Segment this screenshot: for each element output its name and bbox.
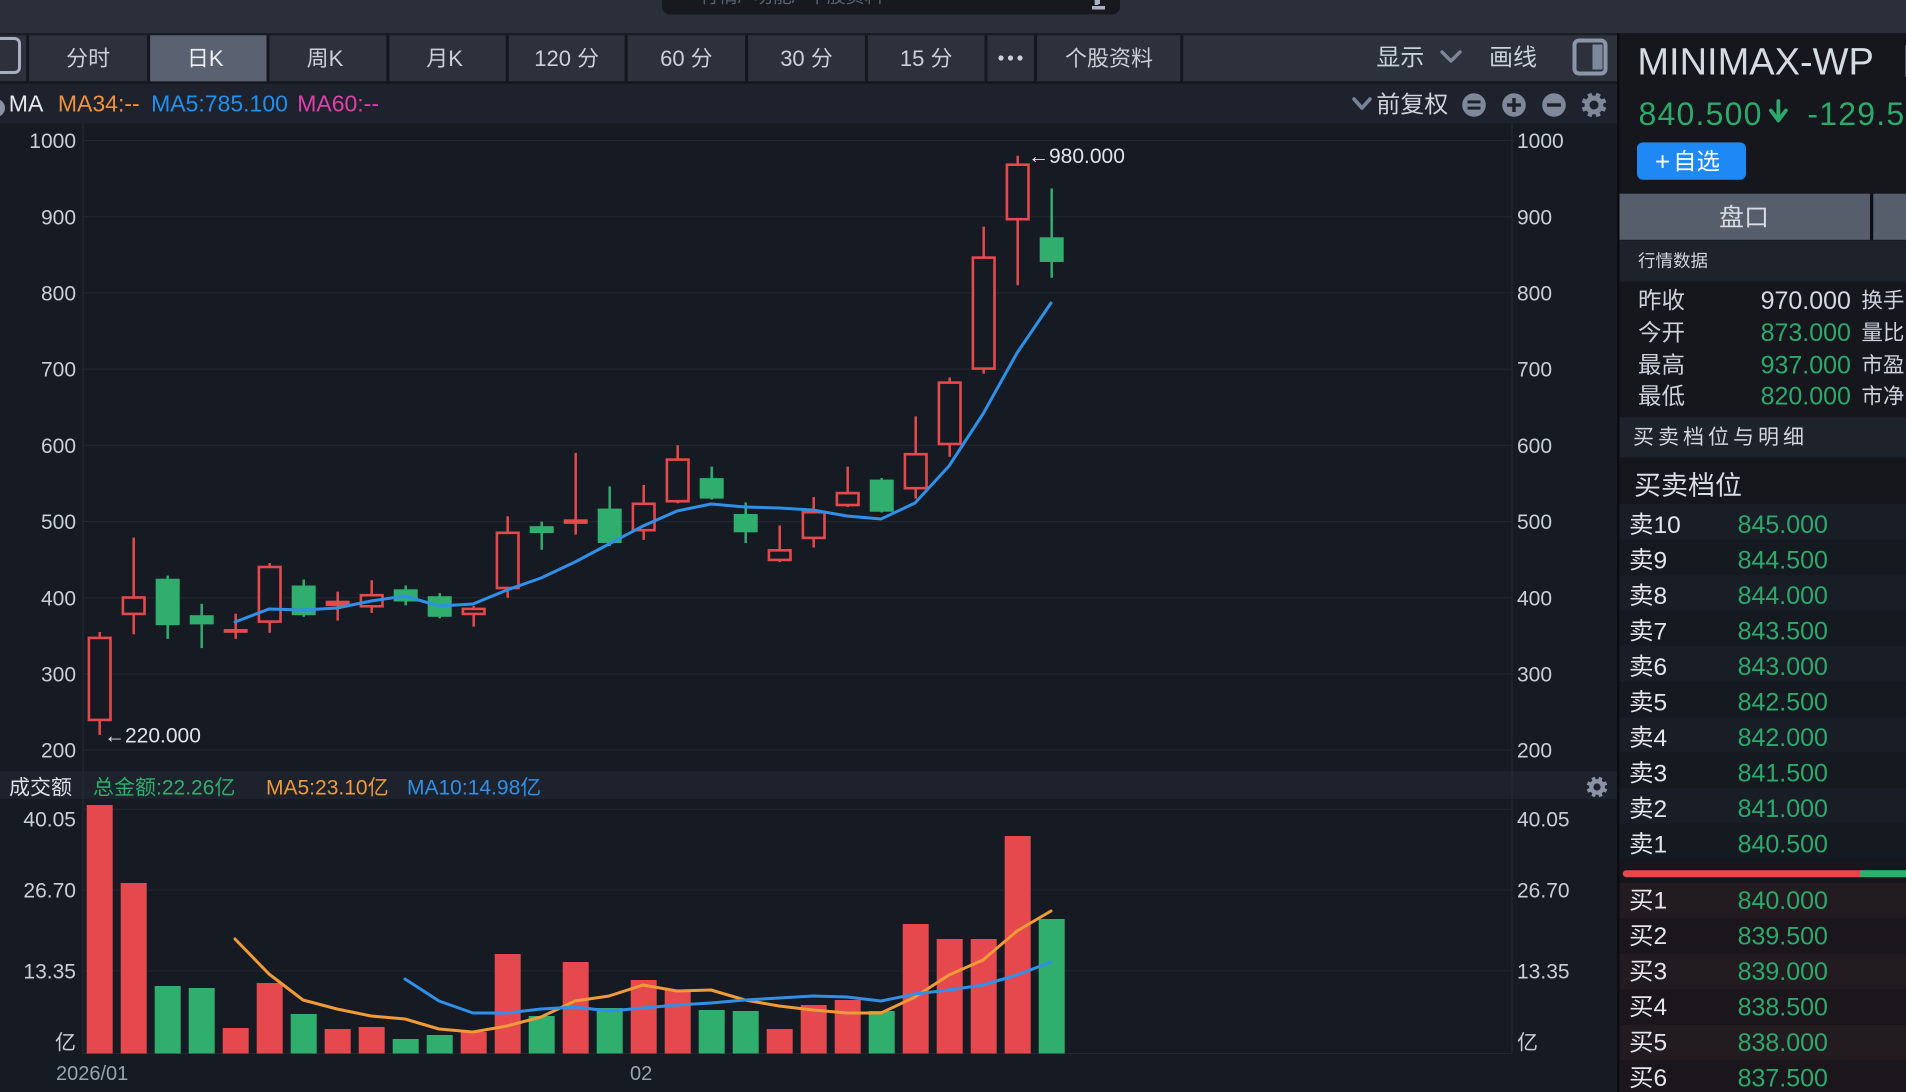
- svg-text:/: /: [738, 0, 744, 8]
- svg-text:4: 4: [1654, 725, 1668, 752]
- svg-text:500: 500: [1517, 511, 1552, 534]
- svg-text:120: 120: [534, 46, 571, 71]
- svg-text:838.500: 838.500: [1738, 993, 1828, 1021]
- svg-text:2: 2: [1654, 923, 1668, 950]
- svg-text:937.000: 937.000: [1761, 352, 1851, 380]
- svg-text:-129.500: -129.500: [1807, 96, 1906, 132]
- svg-text:840.000: 840.000: [1738, 887, 1828, 915]
- svg-text:60: 60: [660, 46, 684, 71]
- svg-text:873.000: 873.000: [1761, 319, 1851, 347]
- svg-text:844.500: 844.500: [1738, 547, 1828, 575]
- svg-text:K: K: [448, 46, 463, 71]
- svg-text:838.000: 838.000: [1738, 1029, 1828, 1057]
- svg-text:13.35: 13.35: [1517, 961, 1570, 984]
- svg-text:02: 02: [630, 1063, 652, 1085]
- svg-text:26.70: 26.70: [23, 880, 76, 903]
- svg-text:843.000: 843.000: [1738, 653, 1828, 681]
- svg-text:841.500: 841.500: [1738, 760, 1828, 788]
- svg-text:839.500: 839.500: [1738, 922, 1828, 950]
- svg-text:2026/01: 2026/01: [56, 1063, 128, 1085]
- svg-text:8: 8: [1654, 583, 1668, 610]
- svg-text:MA34:--: MA34:--: [58, 90, 140, 116]
- svg-text:1: 1: [1654, 832, 1668, 859]
- svg-text:842.000: 842.000: [1738, 724, 1828, 752]
- svg-text:700: 700: [1517, 359, 1552, 382]
- svg-text:2: 2: [1654, 796, 1668, 823]
- svg-text:820.000: 820.000: [1761, 383, 1851, 411]
- svg-text:700: 700: [41, 359, 76, 382]
- svg-text:842.500: 842.500: [1738, 689, 1828, 717]
- svg-text:800: 800: [41, 283, 76, 306]
- svg-text:/: /: [792, 0, 798, 8]
- svg-text:K: K: [209, 46, 224, 71]
- svg-text:26.70: 26.70: [1517, 880, 1570, 903]
- svg-text:40.05: 40.05: [1517, 809, 1570, 832]
- svg-text:1: 1: [1654, 888, 1668, 915]
- svg-text:6: 6: [1654, 654, 1668, 681]
- svg-text:MINIMAX-WP: MINIMAX-WP: [1637, 41, 1873, 83]
- svg-text:300: 300: [41, 664, 76, 687]
- svg-text:10: 10: [1654, 512, 1681, 539]
- svg-text:840.500: 840.500: [1639, 96, 1763, 132]
- svg-text:3: 3: [1654, 761, 1668, 788]
- svg-text:1000: 1000: [1517, 130, 1564, 153]
- svg-text:1000: 1000: [29, 130, 76, 153]
- svg-text:40.05: 40.05: [23, 809, 76, 832]
- svg-text:844.000: 844.000: [1738, 582, 1828, 610]
- svg-text:MA: MA: [9, 90, 44, 116]
- svg-text:970.000: 970.000: [1761, 287, 1851, 315]
- svg-text:4: 4: [1654, 994, 1668, 1021]
- svg-text:←980.000: ←980.000: [1028, 145, 1125, 168]
- svg-text:MA60:--: MA60:--: [297, 90, 379, 116]
- svg-text:K: K: [329, 46, 344, 71]
- svg-text:MA10:14.98: MA10:14.98: [407, 777, 520, 800]
- svg-text::22.26: :22.26: [156, 777, 214, 800]
- svg-text:841.000: 841.000: [1738, 795, 1828, 823]
- svg-text:MA5:785.100: MA5:785.100: [151, 90, 288, 116]
- svg-text:200: 200: [41, 740, 76, 763]
- svg-text:600: 600: [41, 435, 76, 458]
- svg-text:13.35: 13.35: [23, 961, 76, 984]
- svg-text:200: 200: [1517, 740, 1552, 763]
- svg-text:MA5:23.10: MA5:23.10: [266, 777, 368, 800]
- svg-text:5: 5: [1654, 1030, 1668, 1057]
- svg-text:5: 5: [1654, 690, 1668, 717]
- svg-text:30: 30: [780, 46, 804, 71]
- svg-text:837.500: 837.500: [1738, 1064, 1828, 1092]
- svg-text:500: 500: [41, 511, 76, 534]
- svg-text:843.500: 843.500: [1738, 618, 1828, 646]
- svg-text:7: 7: [1654, 619, 1668, 646]
- svg-text:9: 9: [1654, 548, 1668, 575]
- svg-text:900: 900: [41, 206, 76, 229]
- svg-text:15: 15: [900, 46, 924, 71]
- svg-text:+: +: [1655, 146, 1670, 176]
- svg-text:300: 300: [1517, 664, 1552, 687]
- svg-text:845.000: 845.000: [1738, 511, 1828, 539]
- svg-text:839.000: 839.000: [1738, 958, 1828, 986]
- svg-text:900: 900: [1517, 206, 1552, 229]
- svg-text:800: 800: [1517, 283, 1552, 306]
- svg-text:600: 600: [1517, 435, 1552, 458]
- svg-text:840.500: 840.500: [1738, 831, 1828, 859]
- svg-text:400: 400: [1517, 587, 1552, 610]
- svg-text:6: 6: [1654, 1065, 1668, 1092]
- svg-text:3: 3: [1654, 959, 1668, 986]
- svg-text:400: 400: [41, 587, 76, 610]
- svg-text:←220.000: ←220.000: [104, 725, 201, 748]
